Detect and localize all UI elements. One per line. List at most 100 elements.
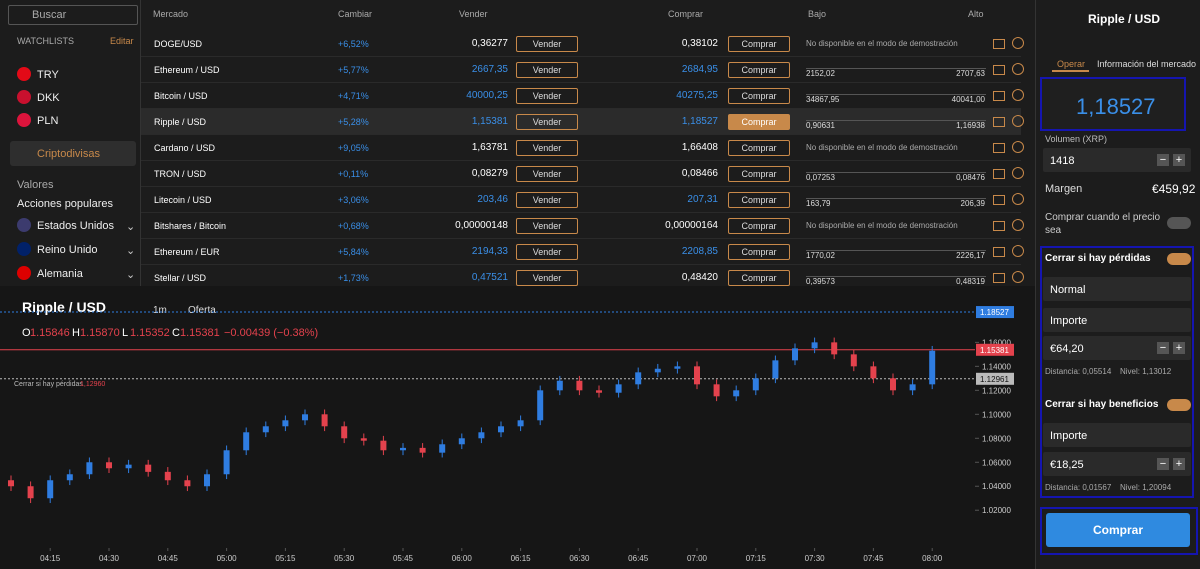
tp-toggle[interactable]: [1167, 399, 1191, 411]
currency[interactable]: DKK: [37, 92, 60, 104]
market-name[interactable]: Litecoin / USD: [154, 195, 212, 205]
toggle[interactable]: [1167, 217, 1191, 229]
table-row[interactable]: [141, 83, 1021, 109]
market-name[interactable]: Ethereum / EUR: [154, 247, 220, 257]
market-name[interactable]: Ethereum / USD: [154, 65, 220, 75]
crypto-label[interactable]: Criptodivisas: [37, 148, 100, 160]
sell-button[interactable]: Vender: [516, 140, 578, 156]
market-name[interactable]: TRON / USD: [154, 169, 207, 179]
table-row[interactable]: [141, 57, 1021, 83]
sell-button[interactable]: Vender: [516, 192, 578, 208]
sl-mode-field[interactable]: [1043, 308, 1191, 332]
sell-button[interactable]: Vender: [516, 270, 578, 286]
market-name[interactable]: Cardano / USD: [154, 143, 216, 153]
plus[interactable]: +: [1173, 154, 1185, 166]
candle-body: [262, 426, 269, 433]
table-row[interactable]: [141, 135, 1021, 161]
sell-button[interactable]: Vender: [516, 36, 578, 52]
chart-icon[interactable]: [993, 39, 1005, 49]
country[interactable]: Estados Unidos: [37, 220, 115, 232]
sl-toggle[interactable]: [1167, 253, 1191, 265]
sl-type-field[interactable]: [1043, 277, 1191, 301]
market-name[interactable]: Stellar / USD: [154, 273, 207, 283]
currency[interactable]: TRY: [37, 69, 59, 81]
tp-amount[interactable]: €18,25: [1050, 459, 1084, 471]
sell-button[interactable]: Vender: [516, 62, 578, 78]
buy-button[interactable]: Comprar: [728, 244, 790, 260]
candle-body: [145, 464, 152, 472]
chart-icon[interactable]: [993, 273, 1005, 283]
chart-icon[interactable]: [993, 169, 1005, 179]
add-icon[interactable]: [1012, 37, 1024, 49]
tab-trade[interactable]: Operar: [1057, 59, 1086, 69]
search-placeholder[interactable]: Buscar: [32, 9, 67, 21]
chart-icon[interactable]: [993, 195, 1005, 205]
chevron[interactable]: ⌄: [126, 245, 136, 257]
table-row[interactable]: [141, 239, 1021, 265]
currency[interactable]: PLN: [37, 115, 59, 127]
buy-button[interactable]: Comprar: [728, 36, 790, 52]
add-icon[interactable]: [1012, 141, 1024, 153]
table-row[interactable]: [141, 161, 1021, 187]
add-icon[interactable]: [1012, 193, 1024, 205]
country[interactable]: Reino Unido: [37, 244, 98, 256]
plus[interactable]: +: [1173, 458, 1185, 470]
chart-icon[interactable]: [993, 65, 1005, 75]
table-row[interactable]: [141, 109, 1021, 135]
interval[interactable]: 1m: [153, 305, 167, 316]
tp-mode[interactable]: Importe: [1050, 430, 1088, 442]
crypto-item[interactable]: [10, 141, 136, 166]
sl-amount[interactable]: €64,20: [1050, 343, 1084, 355]
tab-info[interactable]: Información del mercado: [1097, 59, 1197, 69]
buy-button[interactable]: Comprar: [728, 62, 790, 78]
market-name[interactable]: Bitshares / Bitcoin: [154, 221, 227, 231]
buy-button[interactable]: Comprar: [728, 140, 790, 156]
chart-icon[interactable]: [993, 247, 1005, 257]
add-icon[interactable]: [1012, 271, 1024, 283]
table-row[interactable]: [141, 187, 1021, 213]
sell-button[interactable]: Vender: [516, 114, 578, 130]
plus[interactable]: +: [1173, 342, 1185, 354]
buy-button[interactable]: Comprar: [728, 166, 790, 182]
minus[interactable]: −: [1157, 458, 1169, 470]
sl-mode[interactable]: Importe: [1050, 315, 1088, 327]
table-row[interactable]: [141, 213, 1021, 239]
add-icon[interactable]: [1012, 115, 1024, 127]
sell-button[interactable]: Vender: [516, 218, 578, 234]
buy-button[interactable]: Comprar: [728, 218, 790, 234]
popular-label[interactable]: Acciones populares: [17, 198, 114, 210]
chart-icon[interactable]: [993, 143, 1005, 153]
table-row[interactable]: [141, 31, 1021, 57]
chevron[interactable]: ⌄: [126, 221, 136, 233]
chevron[interactable]: ⌄: [126, 269, 136, 281]
sell-button[interactable]: Vender: [516, 166, 578, 182]
tp-mode-field[interactable]: [1043, 423, 1191, 447]
buy-button[interactable]: Comprar: [728, 114, 790, 130]
market-name[interactable]: DOGE/USD: [154, 39, 203, 49]
price-type[interactable]: Oferta: [188, 305, 216, 316]
sl-type[interactable]: Normal: [1050, 284, 1086, 296]
buy-button[interactable]: Comprar: [1046, 513, 1190, 547]
buy-button[interactable]: Comprar: [728, 88, 790, 104]
add-icon[interactable]: [1012, 89, 1024, 101]
add-icon[interactable]: [1012, 167, 1024, 179]
sell-button[interactable]: Vender: [516, 88, 578, 104]
add-icon[interactable]: [1012, 245, 1024, 257]
sell-button[interactable]: Vender: [516, 244, 578, 260]
add-icon[interactable]: [1012, 219, 1024, 231]
minus[interactable]: −: [1157, 342, 1169, 354]
buy-button[interactable]: Comprar: [728, 270, 790, 286]
market-name[interactable]: Bitcoin / USD: [154, 91, 208, 101]
market-name[interactable]: Ripple / USD: [154, 117, 207, 127]
chart-icon[interactable]: [993, 117, 1005, 127]
candle-body: [850, 354, 857, 367]
add-icon[interactable]: [1012, 63, 1024, 75]
minus[interactable]: −: [1157, 154, 1169, 166]
edit-link[interactable]: Editar: [110, 36, 134, 46]
chart-icon[interactable]: [993, 221, 1005, 231]
search-box[interactable]: [8, 5, 138, 25]
buy-button[interactable]: Comprar: [728, 192, 790, 208]
chart-icon[interactable]: [993, 91, 1005, 101]
volume[interactable]: 1418: [1050, 155, 1075, 167]
country[interactable]: Alemania: [37, 268, 83, 280]
